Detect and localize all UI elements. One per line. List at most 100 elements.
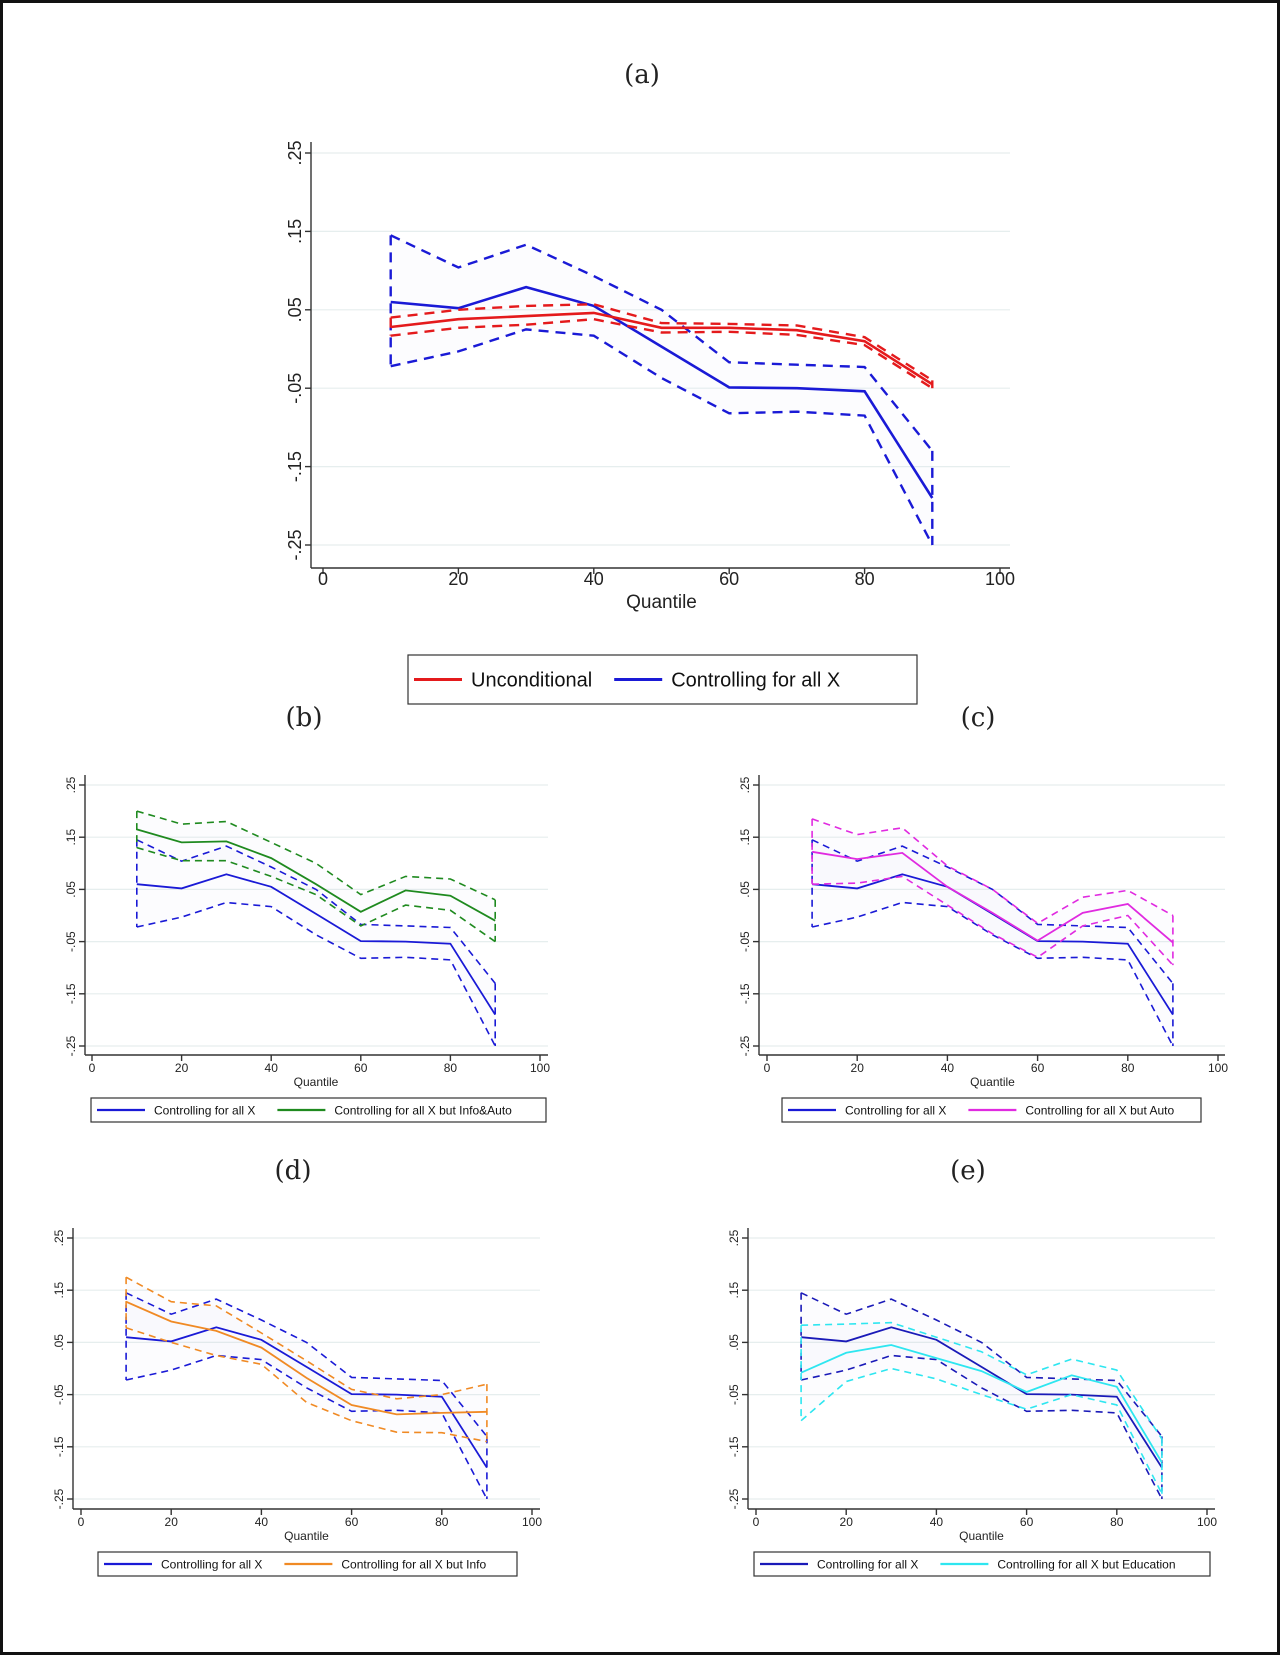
- y-tick-label: -.25: [64, 1035, 78, 1056]
- x-axis-title: Quantile: [626, 592, 697, 613]
- y-tick-label: .05: [52, 1334, 66, 1351]
- x-tick-label: 20: [165, 1515, 179, 1529]
- y-tick-label: -.25: [285, 529, 305, 560]
- series-2-line: [811, 850, 1174, 944]
- y-tick-label: -.15: [64, 983, 78, 1004]
- legend-label-1: Controlling for all X: [161, 1557, 262, 1571]
- x-tick-label: 100: [530, 1061, 550, 1075]
- series-2-upper-ci: [136, 810, 496, 901]
- series-1-lower-ci: [811, 901, 1174, 1047]
- legend-label-2: Controlling for all X but Auto: [1025, 1103, 1174, 1117]
- panel-label-e: (e): [950, 1156, 986, 1186]
- legend: Controlling for all X Controlling for all…: [753, 1551, 1211, 1577]
- y-tick-label: .05: [738, 881, 752, 898]
- legend: Controlling for all X Controlling for all…: [90, 1097, 547, 1123]
- series-2-lower-ci: [800, 1367, 1163, 1495]
- y-tick-label: .15: [727, 1282, 741, 1299]
- series-2-upper-ci: [125, 1276, 488, 1400]
- chart-panel-c: -.25 -.15 -.05 .05 .15 .25 0 20 40 60 80 100 Quantil…: [738, 775, 1228, 1123]
- x-tick-label: 100: [985, 569, 1015, 589]
- legend: Controlling for all X Controlling for all…: [781, 1097, 1202, 1123]
- series-2-upper-ci: [811, 818, 1174, 925]
- y-tick-label: -.05: [727, 1384, 741, 1405]
- panel-label-b: (b): [285, 703, 323, 733]
- y-tick-label: -.05: [52, 1384, 66, 1405]
- series-2-lower-ci: [390, 328, 934, 546]
- chart-panel-e: -.25 -.15 -.05 .05 .15 .25 0 20 40 60 80 100 Quantil…: [727, 1228, 1217, 1577]
- ci-band-2: [801, 1322, 1162, 1494]
- series-2-upper-ci: [390, 234, 934, 452]
- x-axis-title: Quantile: [959, 1529, 1004, 1543]
- series-1-line: [801, 1326, 1163, 1469]
- chart-panel-d: -.25 -.15 -.05 .05 .15 .25 0 20 40 60 80 100 Quantil…: [52, 1228, 542, 1577]
- series-1-upper-ci: [125, 1292, 488, 1437]
- y-tick-label: .05: [64, 881, 78, 898]
- x-tick-label: 0: [764, 1061, 771, 1075]
- ci-band-1: [126, 1292, 487, 1499]
- x-tick-label: 40: [941, 1061, 955, 1075]
- x-tick-label: 100: [1208, 1061, 1228, 1075]
- x-tick-label: 20: [840, 1515, 854, 1529]
- series-2-line: [800, 1344, 1163, 1463]
- series-2-line: [125, 1300, 487, 1416]
- x-tick-label: 80: [1121, 1061, 1135, 1075]
- x-tick-label: 60: [354, 1061, 368, 1075]
- x-tick-label: 20: [851, 1061, 865, 1075]
- ci-band-1: [812, 839, 1173, 1046]
- legend-label-2: Controlling for all X but Info&Auto: [334, 1103, 512, 1117]
- x-tick-label: 60: [345, 1515, 359, 1529]
- legend-label-1: Controlling for all X: [154, 1103, 255, 1117]
- series-1-upper-ci: [390, 303, 933, 382]
- y-tick-label: -.25: [738, 1035, 752, 1056]
- x-tick-label: 100: [1197, 1515, 1217, 1529]
- y-tick-label: -.25: [727, 1488, 741, 1509]
- y-tick-label: -.05: [64, 931, 78, 952]
- x-tick-label: 100: [522, 1515, 542, 1529]
- ci-band-2: [136, 811, 496, 942]
- y-tick-label: -.25: [52, 1488, 66, 1509]
- panel-label-d: (d): [274, 1156, 312, 1186]
- x-tick-label: 60: [1020, 1515, 1034, 1529]
- chart-panel-a: -.25 -.15 -.05 .05 .15 .25 0 20 40 60 80 100 Quantil…: [285, 140, 1015, 705]
- y-tick-label: .15: [64, 829, 78, 846]
- y-tick-label: .25: [738, 776, 752, 793]
- panel-label-c: (c): [960, 703, 996, 733]
- y-tick-label: .25: [52, 1229, 66, 1246]
- x-tick-label: 40: [930, 1515, 944, 1529]
- x-tick-label: 0: [318, 569, 328, 589]
- panel-label-a: (a): [624, 60, 660, 90]
- x-axis-title: Quantile: [970, 1075, 1015, 1089]
- series-1-lower-ci: [390, 317, 933, 390]
- y-tick-label: -.15: [52, 1436, 66, 1457]
- y-tick-label: -.15: [738, 983, 752, 1004]
- series-1-lower-ci: [125, 1354, 488, 1500]
- series-2-upper-ci: [801, 1321, 1163, 1440]
- legend-label-1: Controlling for all X: [817, 1557, 918, 1571]
- x-tick-label: 80: [1110, 1515, 1124, 1529]
- x-tick-label: 60: [1031, 1061, 1045, 1075]
- y-tick-label: -.15: [285, 451, 305, 482]
- x-tick-label: 60: [719, 569, 739, 589]
- y-tick-label: -.05: [738, 931, 752, 952]
- x-axis-title: Quantile: [294, 1075, 339, 1089]
- series-1-lower-ci: [800, 1354, 1163, 1500]
- ci-band-1: [136, 839, 496, 1046]
- x-tick-label: 0: [753, 1515, 760, 1529]
- legend: Controlling for all X Controlling for all…: [97, 1551, 518, 1577]
- series-1-upper-ci: [800, 1292, 1163, 1437]
- ci-band-2: [126, 1277, 487, 1442]
- series-2-lower-ci: [812, 875, 1174, 966]
- legend-label-1: Controlling for all X: [845, 1103, 946, 1117]
- legend-box: [407, 654, 918, 705]
- legend-label-2: Controlling for all X: [671, 670, 840, 692]
- legend: Unconditional Controlling for all X: [407, 654, 918, 705]
- y-tick-label: -.05: [285, 373, 305, 404]
- ci-band-2: [812, 818, 1173, 966]
- series-1-line: [136, 873, 496, 1016]
- x-tick-label: 40: [584, 569, 604, 589]
- y-tick-label: .05: [285, 297, 305, 322]
- series-1-line: [390, 311, 933, 386]
- series-1-lower-ci: [136, 901, 496, 1047]
- x-tick-label: 40: [265, 1061, 279, 1075]
